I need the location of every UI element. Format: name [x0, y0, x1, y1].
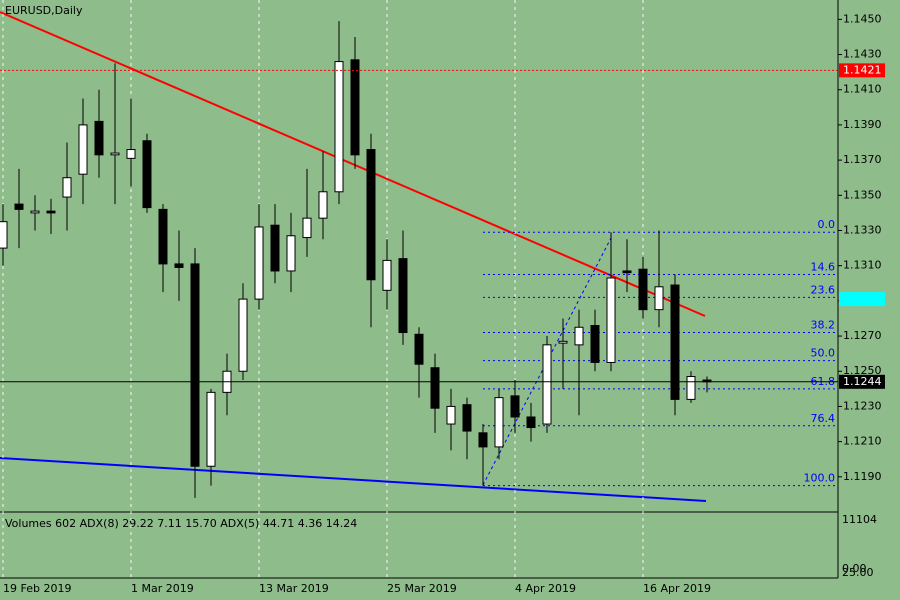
candle-body	[430, 367, 440, 409]
y-tick-label: 1.1350	[843, 188, 882, 201]
price-marker-label: 1.1244	[843, 375, 882, 388]
fib-label: 76.4	[811, 412, 836, 425]
y-tick-label: 1.1370	[843, 153, 882, 166]
candle-body	[574, 326, 584, 346]
x-tick-label: 1 Mar 2019	[131, 582, 194, 595]
candle-body	[638, 268, 648, 311]
candle-body	[270, 224, 280, 272]
price-marker	[839, 374, 885, 389]
candle-body	[558, 340, 568, 344]
candle-body	[142, 140, 152, 209]
indicator-tick: 0.00	[842, 562, 867, 575]
candle-body	[606, 277, 616, 363]
chart-title: EURUSD,Daily	[5, 4, 83, 17]
candle-body	[286, 235, 296, 272]
candle-body	[158, 208, 168, 265]
x-tick-label: 4 Apr 2019	[515, 582, 576, 595]
candle-body	[670, 284, 680, 400]
candle-body	[686, 376, 696, 400]
x-tick-label: 19 Feb 2019	[3, 582, 71, 595]
candle-body	[350, 59, 360, 156]
candle-body	[398, 258, 408, 334]
candle-body	[126, 149, 136, 159]
fib-label: 38.2	[811, 319, 836, 332]
candle-body	[110, 152, 120, 156]
fib-label: 23.6	[811, 283, 836, 296]
x-tick-label: 25 Mar 2019	[387, 582, 457, 595]
candle-body	[494, 397, 504, 448]
fib-label: 50.0	[811, 347, 836, 360]
x-tick-label: 16 Apr 2019	[643, 582, 711, 595]
candle-body	[590, 324, 600, 363]
candle-body	[654, 286, 664, 311]
candle-body	[414, 333, 424, 365]
trend-line-red	[0, 11, 706, 317]
price-marker-label: 1.1421	[843, 63, 882, 76]
y-tick-label: 1.1250	[843, 364, 882, 377]
candle-body	[622, 270, 632, 274]
candle-body	[254, 226, 264, 300]
candle-body	[14, 203, 24, 210]
candle-body	[238, 298, 248, 372]
indicator-tick: 11104	[842, 513, 877, 526]
candle-body	[302, 217, 312, 239]
x-tick-label: 13 Mar 2019	[259, 582, 329, 595]
price-marker	[839, 292, 885, 307]
candle-body	[462, 404, 472, 432]
candle-body	[190, 263, 200, 467]
candle-body	[318, 191, 328, 219]
candle-body	[334, 61, 344, 193]
candle-body	[542, 344, 552, 425]
fib-label: 100.0	[804, 472, 836, 485]
candle-body	[510, 395, 520, 418]
y-tick-label: 1.1310	[843, 259, 882, 272]
candle-body	[366, 149, 376, 281]
indicator-label: Volumes 602 ADX(8) 29.22 7.11 15.70 ADX(…	[5, 517, 357, 530]
y-tick-label: 1.1330	[843, 223, 882, 236]
candle-body	[62, 177, 72, 198]
candle-body	[78, 124, 88, 175]
price-marker	[839, 63, 885, 78]
fib-label: 14.6	[811, 260, 836, 273]
candle-body	[30, 210, 40, 214]
y-tick-label: 1.1430	[843, 48, 882, 61]
y-tick-label: 1.1410	[843, 83, 882, 96]
candle-body	[446, 405, 456, 425]
candle-body	[206, 391, 216, 467]
y-tick-label: 1.1270	[843, 329, 882, 342]
candle-body	[478, 432, 488, 448]
y-tick-label: 1.1390	[843, 118, 882, 131]
candle-body	[382, 259, 392, 291]
candle-body	[526, 416, 536, 429]
candle-body	[174, 263, 184, 268]
trend-line-blue	[0, 457, 707, 502]
y-tick-label: 1.1210	[843, 435, 882, 448]
price-marker-label: 1.1291	[843, 292, 882, 305]
candle-body	[0, 221, 8, 249]
y-tick-label: 1.1190	[843, 470, 882, 483]
candle-body	[94, 120, 104, 156]
y-tick-label: 1.1230	[843, 399, 882, 412]
indicator-tick: 25.00	[842, 566, 874, 579]
fib-label: 0.0	[818, 218, 836, 231]
candle-body	[46, 210, 56, 214]
y-tick-label: 1.1450	[843, 12, 882, 25]
